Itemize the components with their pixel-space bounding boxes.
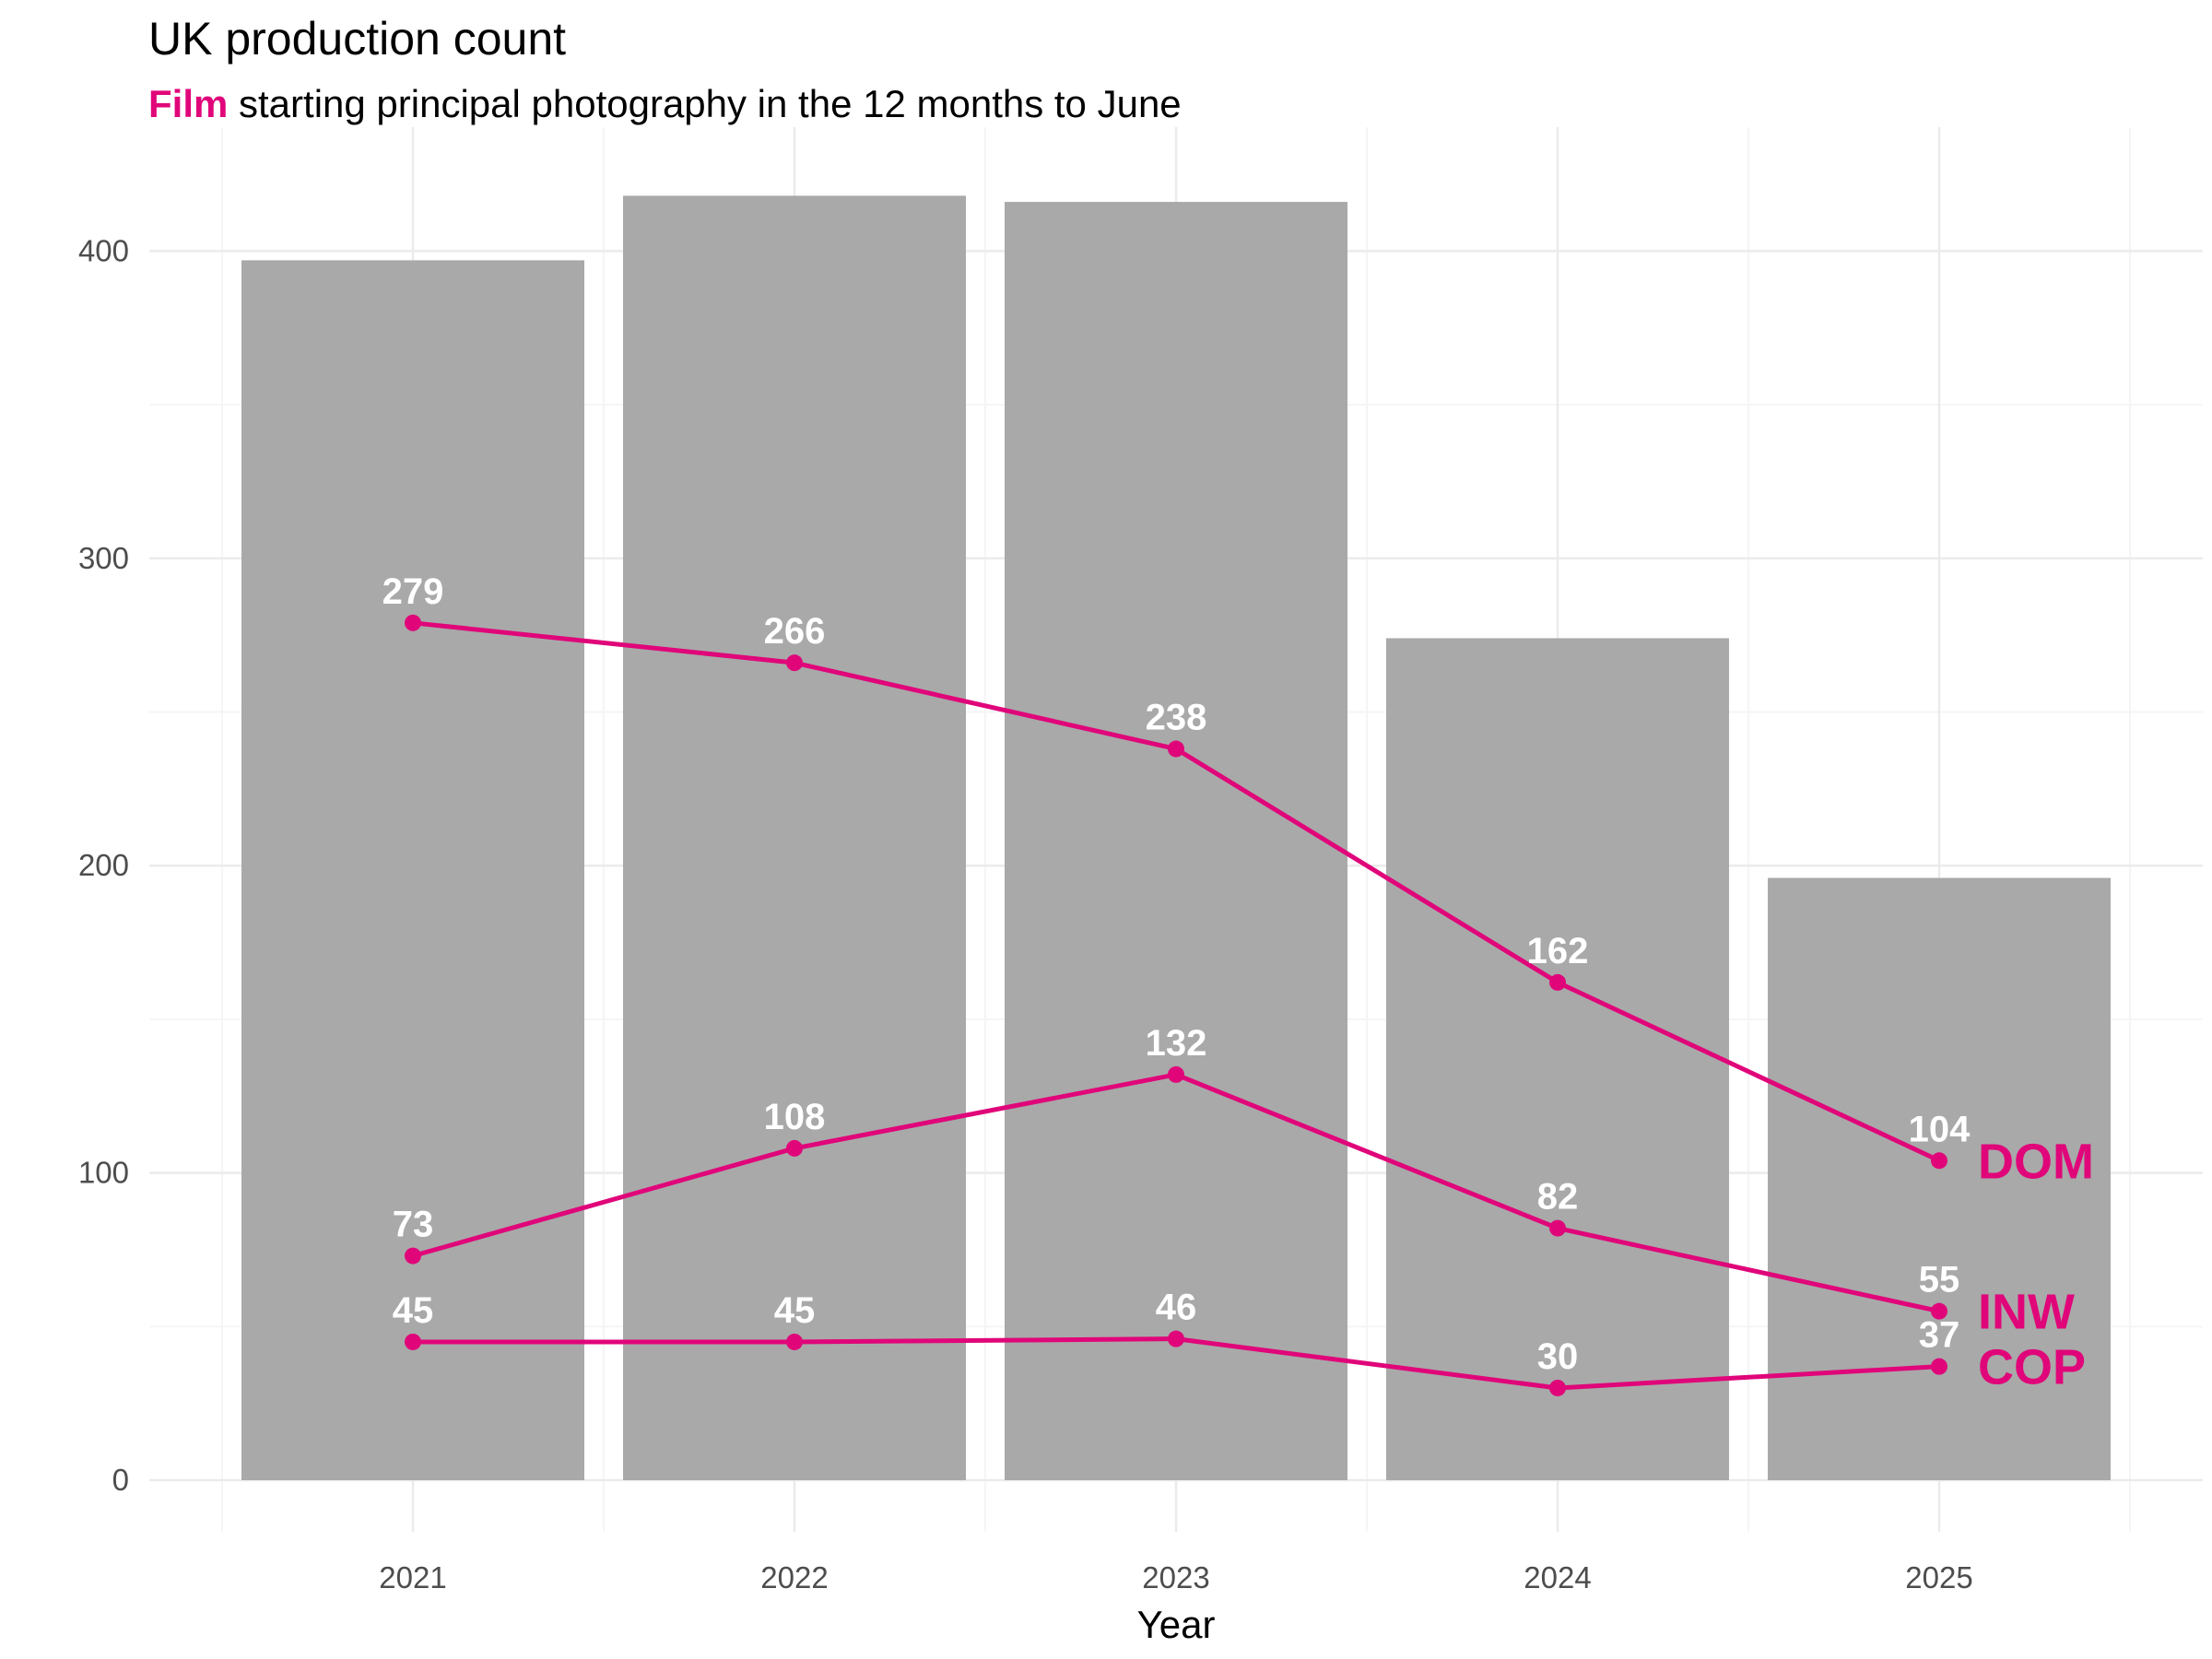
y-tick-label: 0 (112, 1463, 129, 1497)
bar-2022 (623, 195, 966, 1481)
subtitle-highlight: Film (148, 82, 229, 125)
x-tick-label: 2022 (760, 1560, 828, 1594)
series-point-DOM (405, 614, 421, 631)
x-tick-label: 2024 (1524, 1560, 1591, 1594)
y-tick-label: 200 (78, 848, 129, 882)
data-label-INW: 82 (1537, 1177, 1579, 1218)
series-label-DOM: DOM (1978, 1134, 2094, 1189)
x-tick-label: 2021 (379, 1560, 446, 1594)
y-tick-label: 400 (78, 233, 129, 267)
subtitle-rest: starting principal photography in the 12… (228, 82, 1182, 125)
chart-title: UK production count (148, 13, 567, 65)
x-tick-label: 2025 (1905, 1560, 1972, 1594)
x-axis-title: Year (1137, 1603, 1216, 1646)
chart-subtitle: Film starting principal photography in t… (148, 81, 1182, 127)
series-label-INW: INW (1978, 1285, 2075, 1340)
bar-2023 (1005, 202, 1347, 1480)
bar-2025 (1768, 877, 2111, 1480)
series-point-COP (1931, 1358, 1947, 1375)
x-tick-label: 2023 (1142, 1560, 1209, 1594)
data-label-INW: 73 (393, 1205, 434, 1245)
bars (241, 195, 2111, 1481)
data-label-DOM: 279 (382, 571, 444, 612)
bar-2024 (1386, 638, 1729, 1480)
data-label-INW: 108 (764, 1097, 826, 1137)
data-label-COP: 46 (1156, 1288, 1197, 1328)
series-point-DOM (1168, 740, 1184, 758)
series-point-DOM (786, 654, 803, 672)
data-label-COP: 37 (1919, 1315, 1960, 1356)
bar-2021 (241, 260, 584, 1481)
series-points (405, 614, 1947, 1396)
series-point-COP (786, 1333, 803, 1350)
data-label-DOM: 266 (764, 611, 826, 652)
series-point-INW (405, 1247, 421, 1265)
series-point-INW (1549, 1219, 1566, 1237)
series-point-COP (405, 1333, 421, 1350)
data-label-DOM: 104 (1909, 1109, 1971, 1149)
series-point-INW (786, 1139, 803, 1157)
data-label-COP: 45 (774, 1290, 816, 1331)
data-label-COP: 30 (1537, 1336, 1579, 1377)
data-label-COP: 45 (393, 1290, 434, 1331)
data-label-DOM: 162 (1527, 931, 1589, 971)
series-label-COP: COP (1978, 1340, 2086, 1395)
axes: 0 100 200 300 400 2021 2022 2023 2024 2025 Year (78, 233, 1973, 1646)
series-point-DOM (1549, 973, 1566, 991)
y-tick-label: 300 (78, 541, 129, 575)
series-point-DOM (1931, 1152, 1947, 1170)
series-point-INW (1931, 1302, 1947, 1320)
series-point-INW (1168, 1065, 1184, 1083)
data-label-INW: 55 (1919, 1260, 1960, 1300)
data-label-DOM: 238 (1146, 698, 1207, 738)
series-point-COP (1168, 1330, 1184, 1347)
data-label-INW: 132 (1146, 1023, 1207, 1064)
series-point-COP (1549, 1379, 1566, 1396)
y-tick-label: 100 (78, 1156, 129, 1190)
